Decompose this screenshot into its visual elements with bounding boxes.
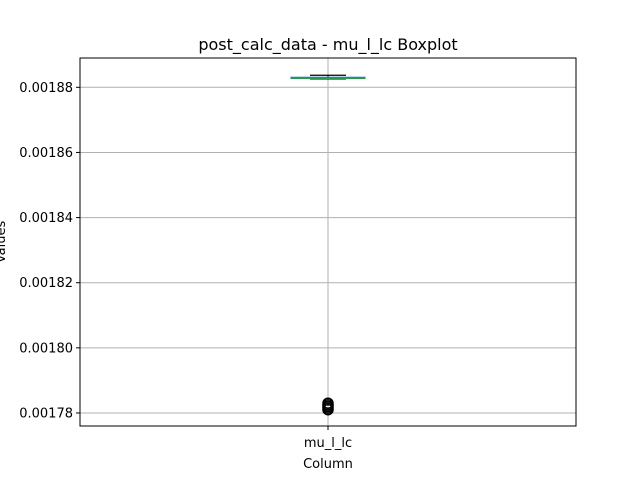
grid-layer (80, 58, 576, 426)
y-tick-label: 0.00180 (19, 341, 73, 356)
x-tick-label: mu_l_lc (304, 436, 352, 451)
y-tick-label: 0.00186 (19, 146, 73, 161)
y-tick-label: 0.00178 (19, 406, 73, 421)
y-axis-label: Values (0, 221, 9, 264)
y-tick-label: 0.00184 (19, 211, 73, 226)
y-tick-label: 0.00188 (19, 81, 73, 96)
y-axis-ticks: 0.00178 0.00180 0.00182 0.00184 0.00186 0.001… (19, 81, 80, 421)
y-tick-label: 0.00182 (19, 276, 73, 291)
chart-title: post_calc_data - mu_l_lc Boxplot (198, 35, 457, 55)
x-axis-label: Column (303, 457, 353, 472)
x-axis-ticks: mu_l_lc (304, 426, 352, 451)
outlier-point (322, 397, 334, 409)
plot-layer (290, 74, 366, 416)
